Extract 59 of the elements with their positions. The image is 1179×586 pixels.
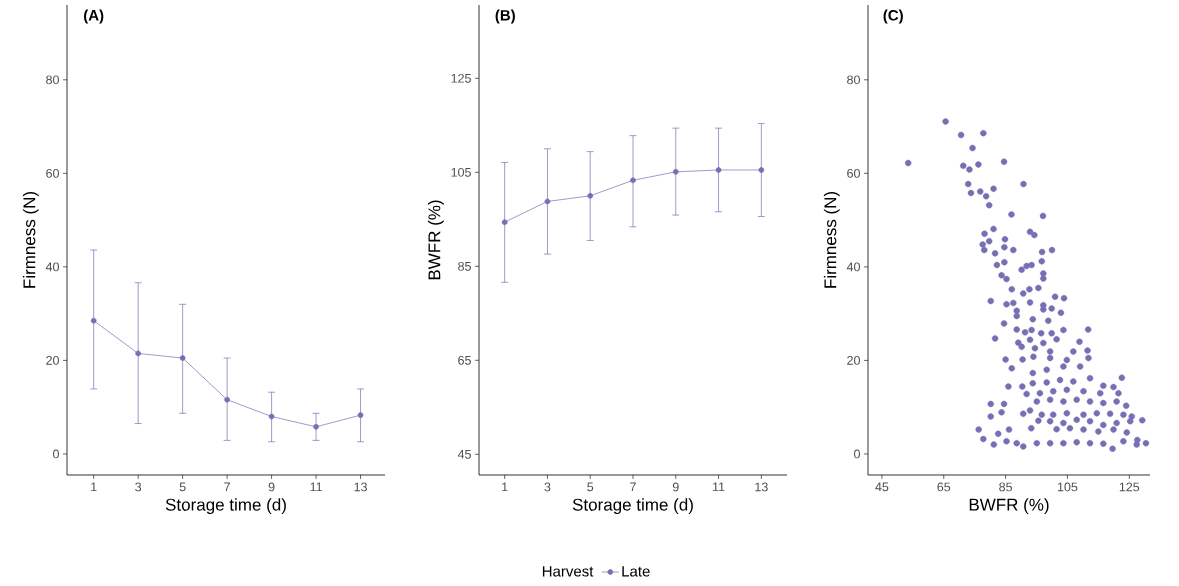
y-tick-label: 105	[451, 167, 471, 177]
chart-title: (A)	[84, 9, 104, 24]
point	[587, 192, 594, 199]
y-axis-title: BWFR (%)	[427, 200, 444, 280]
point	[672, 168, 679, 175]
point	[224, 396, 230, 403]
x-tick-label: 1	[502, 482, 508, 492]
x-tick-label: 85	[999, 482, 1013, 492]
x-tick-label: 1	[91, 482, 97, 492]
chart-title: (C)	[883, 9, 903, 24]
x-tick-label: 11	[310, 482, 322, 492]
point	[179, 355, 186, 361]
legend-title: Harvest	[542, 566, 594, 577]
x-axis-title: Storage time (d)	[572, 498, 693, 515]
x-tick-label: 9	[672, 482, 679, 492]
y-tick-label: 65	[458, 355, 471, 365]
point	[135, 350, 142, 357]
point	[715, 167, 722, 173]
x-tick-label: 13	[755, 482, 768, 492]
point	[268, 413, 275, 420]
x-tick-label: 45	[875, 482, 889, 492]
x-tick-label: 125	[1119, 482, 1140, 492]
x-axis-title: Storage time (d)	[165, 498, 286, 515]
legend-label: Late	[622, 566, 650, 577]
y-tick-label: 40	[846, 262, 860, 272]
x-tick-label: 11	[713, 482, 725, 492]
x-axis-title: BWFR (%)	[969, 498, 1049, 515]
point	[758, 167, 765, 173]
y-tick-label: 60	[46, 168, 59, 178]
x-tick-label: 3	[544, 482, 551, 492]
y-tick-label: 20	[46, 355, 59, 365]
y-tick-label: 0	[854, 449, 860, 459]
point	[90, 317, 97, 324]
y-tick-label: 80	[46, 75, 59, 85]
y-tick-label: 0	[53, 449, 59, 459]
y-tick-label: 40	[45, 262, 59, 272]
y-axis-title: Firmness (N)	[823, 191, 840, 288]
y-tick-label: 85	[458, 261, 471, 271]
x-tick-label: 3	[135, 482, 142, 492]
y-axis-title: Firmness (N)	[22, 191, 39, 288]
point	[544, 198, 551, 205]
y-tick-label: 60	[847, 168, 860, 178]
chart-title: (B)	[495, 9, 515, 24]
y-tick-label: 45	[457, 449, 471, 459]
point	[501, 219, 508, 225]
x-tick-label: 7	[224, 482, 230, 492]
x-tick-label: 5	[587, 482, 594, 492]
y-tick-label: 125	[451, 73, 471, 83]
x-tick-label: 65	[937, 482, 951, 492]
x-tick-label: 9	[268, 482, 275, 492]
y-tick-label: 80	[847, 75, 860, 85]
x-tick-label: 5	[179, 482, 186, 492]
point	[630, 177, 636, 184]
point	[357, 412, 364, 418]
x-tick-label: 13	[354, 482, 367, 492]
y-tick-label: 20	[847, 355, 860, 365]
x-tick-label: 7	[630, 482, 636, 492]
x-tick-label: 105	[1057, 482, 1078, 492]
point	[313, 423, 319, 430]
